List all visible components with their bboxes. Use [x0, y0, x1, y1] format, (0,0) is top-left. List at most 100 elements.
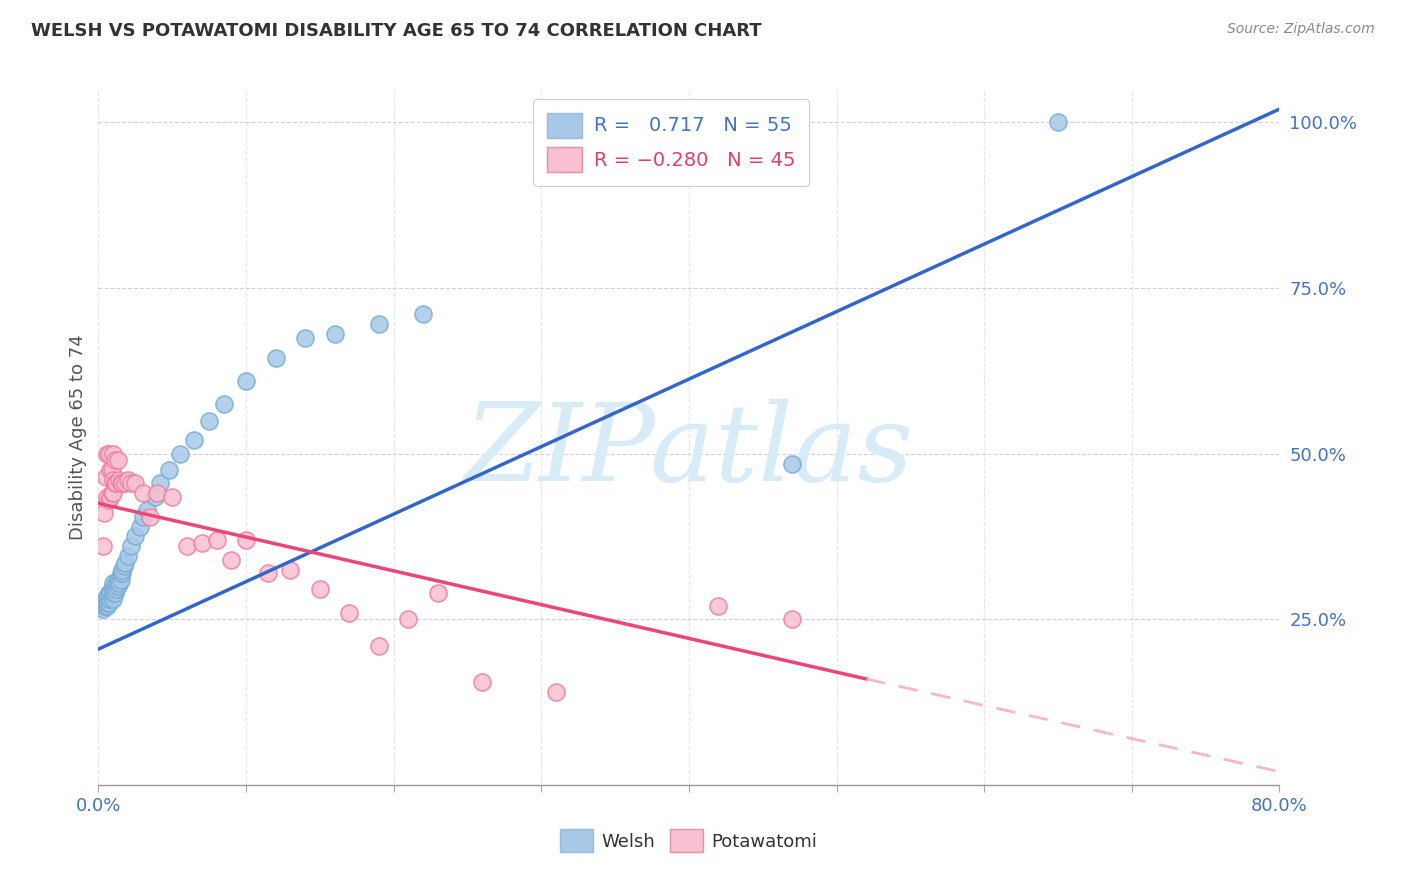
Point — [91, 540, 114, 554]
Point — [98, 463, 121, 477]
Point — [96, 447, 118, 461]
Point — [94, 470, 117, 484]
Point — [108, 575, 131, 590]
Point — [782, 612, 804, 626]
Text: WELSH VS POTAWATOMI DISABILITY AGE 65 TO 74 CORRELATION CHART: WELSH VS POTAWATOMI DISABILITY AGE 65 TO… — [31, 22, 762, 40]
Point — [96, 596, 118, 610]
Point — [96, 589, 118, 603]
Point — [111, 566, 134, 580]
Point — [97, 447, 120, 461]
Point — [339, 606, 361, 620]
Point — [103, 592, 125, 607]
Point — [120, 540, 142, 554]
Point — [782, 457, 804, 471]
Point — [323, 327, 346, 342]
Point — [96, 490, 118, 504]
Point — [105, 476, 128, 491]
Point — [183, 434, 205, 448]
Text: Source: ZipAtlas.com: Source: ZipAtlas.com — [1227, 22, 1375, 37]
Point — [103, 586, 125, 600]
Point — [98, 592, 121, 607]
Point — [105, 582, 128, 597]
Point — [368, 318, 391, 332]
Point — [124, 476, 146, 491]
Point — [96, 599, 118, 613]
Point — [139, 509, 162, 524]
Point — [707, 599, 730, 613]
Point — [107, 453, 129, 467]
Point — [107, 579, 129, 593]
Point — [114, 476, 136, 491]
Point — [103, 575, 125, 590]
Point — [110, 566, 132, 580]
Point — [104, 586, 127, 600]
Point — [398, 612, 420, 626]
Point — [103, 473, 125, 487]
Point — [546, 685, 568, 699]
Point — [93, 506, 115, 520]
Point — [94, 592, 117, 607]
Point — [264, 351, 287, 365]
Point — [221, 552, 243, 566]
Point — [98, 490, 121, 504]
Point — [176, 540, 198, 554]
Point — [105, 575, 128, 590]
Point — [100, 582, 122, 597]
Point — [93, 599, 115, 613]
Point — [111, 563, 134, 577]
Point — [128, 519, 150, 533]
Point — [91, 602, 114, 616]
Point — [368, 639, 391, 653]
Point — [412, 308, 434, 322]
Point — [427, 586, 450, 600]
Point — [110, 573, 132, 587]
Point — [117, 473, 139, 487]
Point — [104, 579, 127, 593]
Y-axis label: Disability Age 65 to 74: Disability Age 65 to 74 — [69, 334, 87, 540]
Point — [97, 596, 120, 610]
Legend: Welsh, Potawatomi: Welsh, Potawatomi — [553, 822, 825, 859]
Point — [103, 582, 125, 597]
Point — [1046, 115, 1070, 129]
Point — [294, 331, 316, 345]
Point — [212, 397, 235, 411]
Point — [104, 476, 127, 491]
Point — [112, 559, 135, 574]
Point — [149, 476, 172, 491]
Point — [143, 490, 166, 504]
Point — [97, 493, 120, 508]
Point — [309, 582, 332, 597]
Point — [108, 473, 131, 487]
Point — [93, 596, 115, 610]
Point — [257, 566, 280, 580]
Point — [124, 529, 146, 543]
Point — [100, 486, 122, 500]
Point — [100, 589, 122, 603]
Point — [103, 486, 125, 500]
Point — [107, 573, 129, 587]
Point — [191, 536, 214, 550]
Point — [98, 586, 121, 600]
Text: ZIPatlas: ZIPatlas — [464, 399, 914, 504]
Point — [117, 549, 139, 564]
Point — [157, 463, 180, 477]
Point — [235, 374, 257, 388]
Point — [103, 447, 125, 461]
Point — [205, 533, 228, 547]
Point — [120, 476, 142, 491]
Point — [162, 490, 183, 504]
Point — [104, 453, 127, 467]
Point — [114, 556, 136, 570]
Point — [94, 596, 117, 610]
Point — [132, 486, 155, 500]
Point — [132, 509, 155, 524]
Point — [136, 503, 159, 517]
Point — [169, 447, 191, 461]
Point — [97, 586, 120, 600]
Point — [146, 486, 169, 500]
Point — [471, 675, 494, 690]
Point — [94, 599, 117, 613]
Point — [280, 563, 302, 577]
Point — [100, 463, 122, 477]
Point — [97, 592, 120, 607]
